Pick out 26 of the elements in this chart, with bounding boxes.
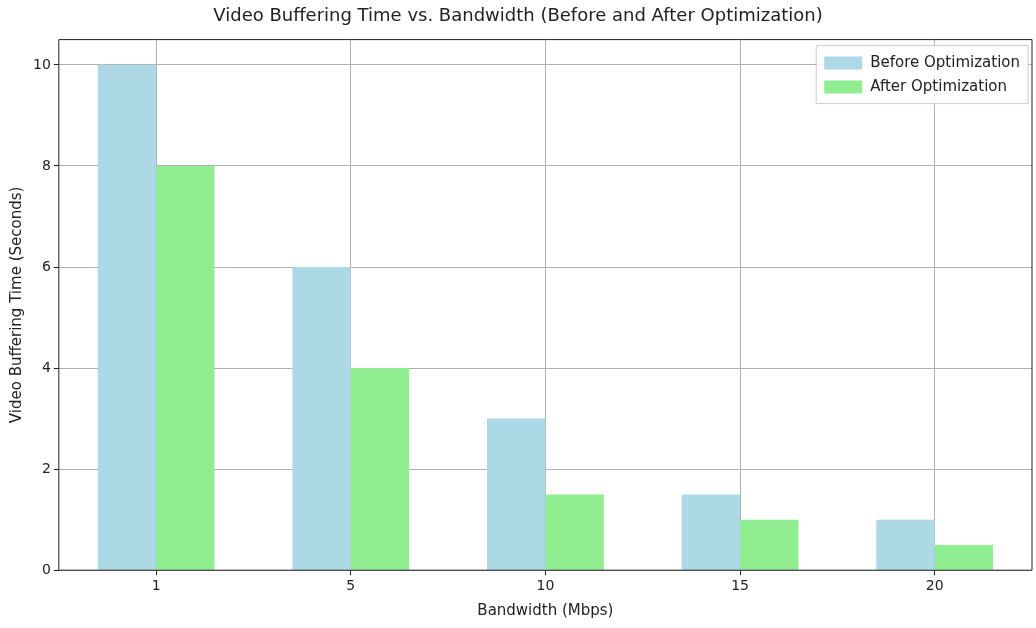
bar — [934, 544, 994, 570]
bar — [681, 494, 741, 570]
bar — [350, 368, 410, 570]
x-tick-label: 1 — [151, 577, 161, 594]
y-tick-label: 2 — [41, 459, 51, 476]
x-axis-title: Bandwidth (Mbps) — [477, 600, 614, 619]
x-tick-label: 15 — [731, 577, 749, 594]
y-tick-label: 4 — [41, 358, 51, 375]
legend-label: Before Optimization — [870, 53, 1020, 72]
x-tick-label: 5 — [346, 577, 356, 594]
bar — [156, 165, 215, 570]
x-tick-label: 20 — [925, 577, 944, 594]
bar — [97, 64, 157, 570]
x-tick-label: 10 — [536, 577, 555, 594]
y-tick-label: 0 — [41, 560, 51, 577]
y-tick-label: 10 — [32, 55, 51, 72]
bar — [545, 494, 604, 570]
bar — [292, 267, 351, 570]
chart-title: Video Buffering Time vs. Bandwidth (Before and After Optimization) — [213, 4, 823, 26]
y-tick-label: 6 — [41, 257, 51, 274]
bar — [740, 519, 799, 570]
y-axis-title: Video Buffering Time (Seconds) — [6, 186, 25, 424]
y-tick-label: 8 — [41, 156, 51, 173]
bar — [876, 519, 935, 570]
bar — [487, 418, 546, 570]
legend-label: After Optimization — [870, 77, 1007, 96]
